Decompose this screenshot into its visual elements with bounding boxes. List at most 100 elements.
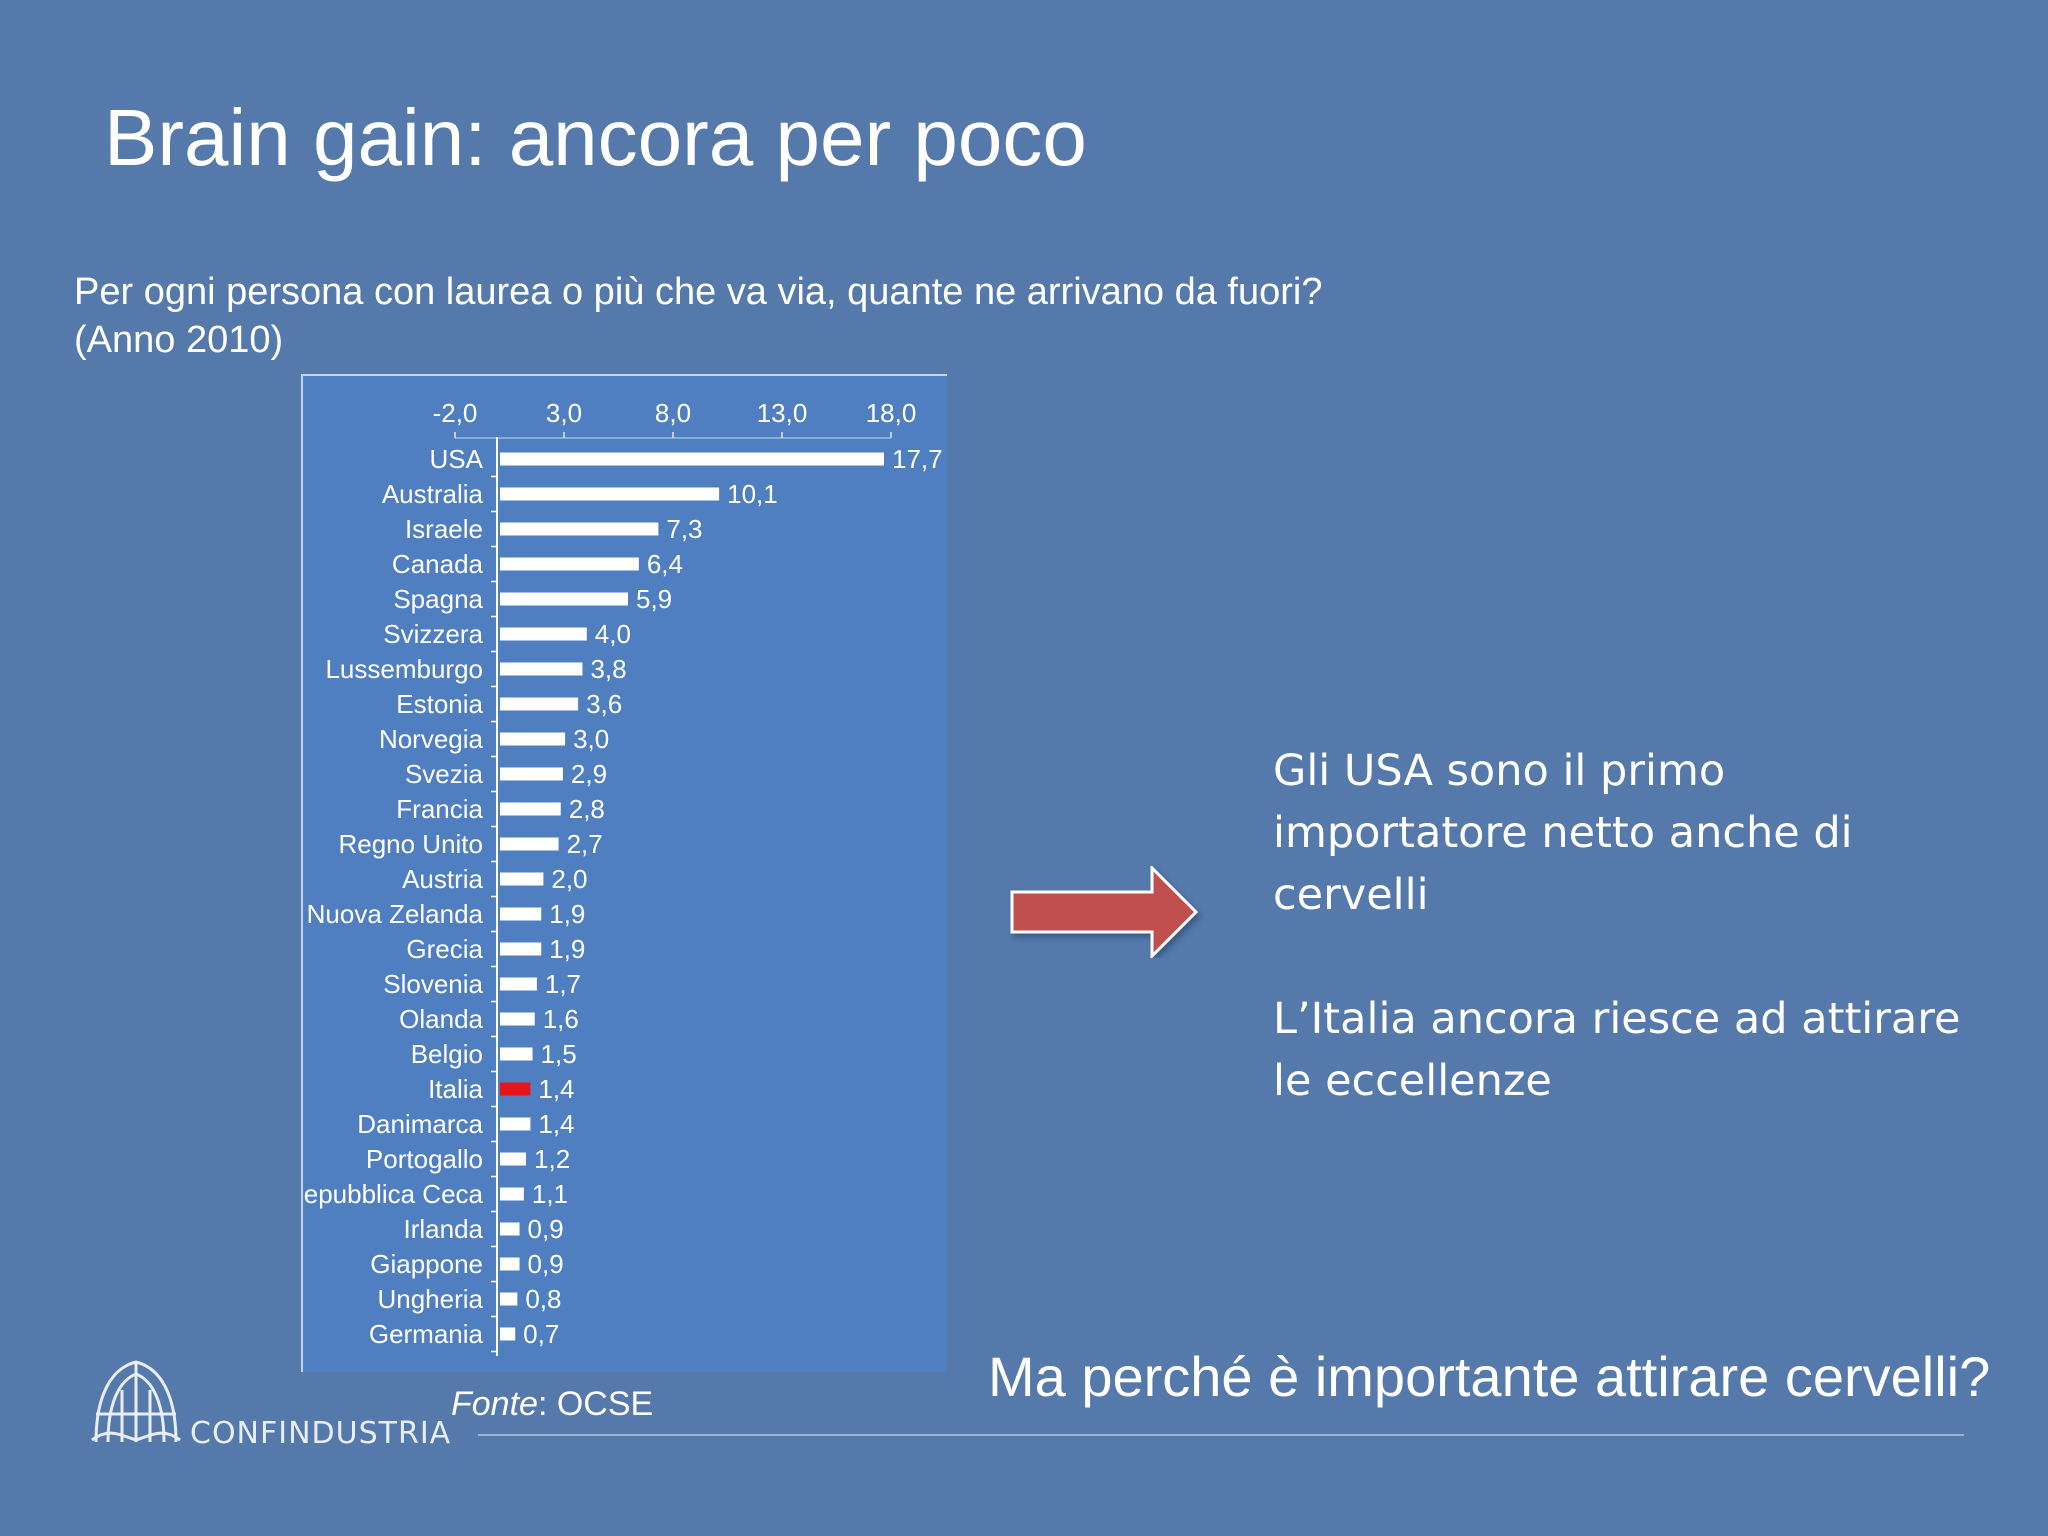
data-label: 1,5	[541, 1039, 577, 1069]
data-label: 7,3	[666, 514, 702, 544]
logo-text: CONFINDUSTRIA	[190, 1416, 452, 1451]
bar	[500, 627, 587, 641]
category-label: Estonia	[396, 689, 483, 719]
bar	[500, 802, 561, 816]
bar	[500, 1292, 518, 1306]
bar	[500, 1327, 516, 1341]
bar	[500, 837, 559, 851]
category-label: Lussemburgo	[325, 654, 483, 684]
notes: Gli USA sono il primo importatore netto …	[1273, 740, 1993, 1112]
chart-question: Per ogni persona con laurea o più che va…	[74, 268, 1323, 364]
bar-italia	[500, 1082, 531, 1096]
category-label: USA	[430, 444, 484, 474]
data-label: 1,9	[549, 899, 585, 929]
data-label: 5,9	[636, 584, 672, 614]
data-label: 1,9	[549, 934, 585, 964]
bar	[500, 1117, 531, 1131]
category-label: Giappone	[370, 1249, 483, 1279]
bar	[500, 907, 542, 921]
data-label: 2,7	[567, 829, 603, 859]
bar	[500, 592, 628, 606]
category-label: Spagna	[393, 584, 483, 614]
data-label: 0,7	[523, 1319, 559, 1349]
bar	[500, 557, 639, 571]
data-label: 2,0	[551, 864, 587, 894]
bar	[500, 977, 537, 991]
data-label: 4,0	[595, 619, 631, 649]
data-label: 17,7	[892, 444, 943, 474]
category-label: Italia	[428, 1074, 483, 1104]
data-label: 2,9	[571, 759, 607, 789]
chart-question-line-1: Per ogni persona con laurea o più che va…	[74, 271, 1323, 313]
slide-title: Brain gain: ancora per poco	[104, 93, 1087, 182]
data-label: 10,1	[727, 479, 778, 509]
category-label: Olanda	[399, 1004, 483, 1034]
category-label: Ungheria	[377, 1284, 483, 1314]
bar	[500, 872, 544, 886]
category-label: Danimarca	[357, 1109, 483, 1139]
x-tick-label: -2,0	[433, 398, 478, 428]
category-label: Slovenia	[383, 969, 483, 999]
source-note: Fonte: OCSE	[451, 1384, 653, 1424]
data-label: 0,9	[528, 1214, 564, 1244]
data-label: 6,4	[647, 549, 683, 579]
source-value: : OCSE	[537, 1385, 654, 1423]
category-label: Repubblica Ceca	[303, 1179, 484, 1209]
category-label: Norvegia	[379, 724, 484, 754]
data-label: 1,1	[532, 1179, 568, 1209]
category-label: Nuova Zelanda	[307, 899, 484, 929]
bar	[500, 662, 583, 676]
data-label: 1,2	[534, 1144, 570, 1174]
data-label: 3,8	[590, 654, 626, 684]
bar	[500, 697, 579, 711]
data-label: 2,8	[569, 794, 605, 824]
bar	[500, 767, 563, 781]
x-tick-label: 3,0	[546, 398, 582, 428]
bar	[500, 1187, 524, 1201]
bar-chart-panel: -2,0 3,0 8,0 13,0 18,0 USA 17,7 Australia 10,1 Is…	[301, 374, 947, 1372]
footer-divider	[478, 1434, 1964, 1436]
bar	[500, 1012, 535, 1026]
right-arrow-icon	[1010, 866, 1199, 958]
data-label: 0,9	[528, 1249, 564, 1279]
data-label: 1,4	[538, 1109, 574, 1139]
x-tick-label: 18,0	[866, 398, 917, 428]
chart-question-line-2: (Anno 2010)	[74, 319, 284, 361]
category-label: Grecia	[406, 934, 483, 964]
category-label: Belgio	[411, 1039, 483, 1069]
data-label: 1,6	[543, 1004, 579, 1034]
bottom-question: Ma perché è importante attirare cervelli…	[988, 1345, 1991, 1408]
bar	[500, 487, 720, 501]
note-usa: Gli USA sono il primo importatore netto …	[1273, 746, 1853, 920]
data-label: 1,4	[538, 1074, 574, 1104]
bar	[500, 1257, 520, 1271]
category-label: Canada	[392, 549, 484, 579]
bar	[500, 522, 659, 536]
data-label: 3,6	[586, 689, 622, 719]
bar	[500, 1047, 533, 1061]
category-label: Irlanda	[404, 1214, 484, 1244]
category-label: Germania	[369, 1319, 484, 1349]
note-italia: L’Italia ancora riesce ad attirare le ec…	[1273, 994, 1961, 1106]
bar	[500, 732, 566, 746]
data-label: 3,0	[573, 724, 609, 754]
bar-chart: -2,0 3,0 8,0 13,0 18,0 USA 17,7 Australia 10,1 Is…	[303, 398, 943, 1356]
data-label: 0,8	[525, 1284, 561, 1314]
category-label: Svizzera	[383, 619, 483, 649]
data-label: 1,7	[545, 969, 581, 999]
category-label: Portogallo	[366, 1144, 483, 1174]
bar	[500, 1222, 520, 1236]
source-label: Fonte	[451, 1385, 538, 1423]
x-tick-label: 13,0	[757, 398, 808, 428]
x-tick-label: 8,0	[655, 398, 691, 428]
category-label: Austria	[402, 864, 483, 894]
bar	[500, 1152, 527, 1166]
confindustria-logo-icon	[91, 1360, 181, 1443]
bar	[500, 942, 542, 956]
category-label: Regno Unito	[338, 829, 483, 859]
bar	[500, 452, 884, 466]
category-label: Australia	[382, 479, 484, 509]
category-label: Svezia	[405, 759, 484, 789]
category-label: Francia	[396, 794, 483, 824]
category-label: Israele	[405, 514, 483, 544]
